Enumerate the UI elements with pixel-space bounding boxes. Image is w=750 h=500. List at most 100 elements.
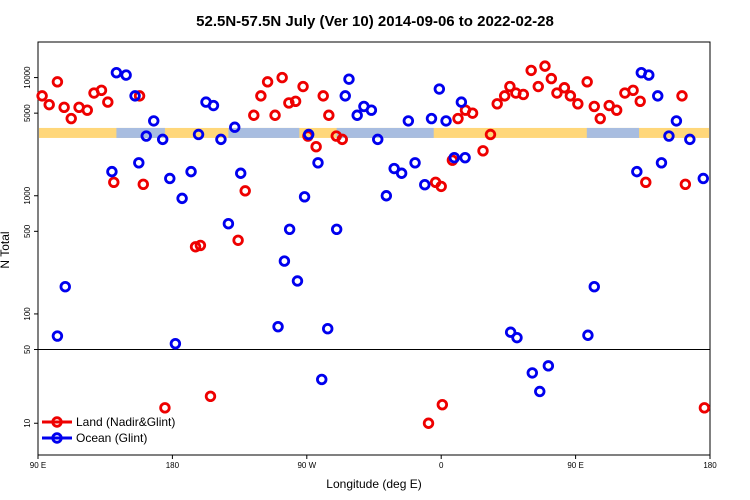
ocean-point-61 [663,130,675,142]
land-point-11 [133,90,146,102]
land-point-18 [239,185,251,197]
land-point-22 [269,109,281,121]
land-point-24 [283,97,295,109]
ocean-point-51 [526,367,538,379]
ocean-point-21 [272,320,284,333]
ocean-point-3 [110,66,123,79]
ocean-point-1 [59,280,71,293]
ocean-point-35 [365,104,378,116]
ocean-point-60 [655,157,668,169]
land-point-44 [498,90,511,102]
ocean-point-13 [185,165,197,178]
land-point-41 [477,145,489,157]
land-point-9 [102,96,114,108]
y-axis: 10 50 100 500 1000 5000 10000 [23,66,38,428]
x-axis-label: Longitude (deg E) [326,477,421,491]
ocean-point-44 [433,83,446,95]
ocean-point-24 [291,275,304,287]
legend: Land (Nadir&Glint) Ocean (Glint) [42,415,175,445]
land-point-32 [336,133,348,146]
land-point-52 [551,87,563,99]
land-point-10 [108,176,120,188]
ocean-point-45 [440,115,452,127]
ocean-point-40 [402,115,415,127]
y-tick-label-5: 5000 [23,104,32,122]
land-point-40 [466,107,479,119]
land-point-42 [484,128,497,141]
ocean-point-11 [169,337,182,350]
ocean-point-27 [312,157,324,169]
ocean-point-7 [140,130,152,142]
land-point-20 [255,90,267,102]
land-point-3 [58,101,70,114]
ocean-point-20 [235,167,247,179]
ocean-point-37 [380,190,393,202]
land-point-33 [422,417,435,429]
y-tick-label-3: 500 [23,224,32,238]
y-tick-label-2: 100 [23,307,32,321]
ocean-point-47 [455,96,468,108]
legend-ocean-label: Ocean (Glint) [76,431,147,445]
land-point-38 [452,112,464,125]
ocean-point-50 [511,331,523,344]
land-point-26 [297,80,309,93]
ocean-point-64 [697,172,709,185]
x-tick-label-3: 0 [439,461,444,470]
legend-land-marker [51,416,63,428]
land-point-16 [204,390,217,403]
ocean-point-8 [148,115,160,127]
ocean-point-33 [351,109,363,121]
land-point-36 [436,398,449,411]
land-point-4 [65,112,77,125]
land-point-35 [435,180,447,193]
ocean-point-36 [372,133,384,146]
y-tick-label-0: 10 [23,418,32,427]
points-layer [36,60,711,429]
land-point-60 [610,104,623,116]
land-point-6 [81,104,93,116]
ocean-point-26 [302,128,315,141]
land-point-17 [232,234,244,246]
land-point-62 [627,84,639,97]
land-point-50 [539,60,551,72]
land-point-25 [289,95,302,107]
legend-ocean-marker [51,432,63,444]
y-tick-label-6: 10000 [23,66,32,89]
land-point-45 [504,80,516,93]
ocean-point-10 [164,172,176,185]
land-point-13 [159,402,171,414]
band-layer [39,127,709,138]
ocean-point-23 [283,223,296,236]
x-axis: 90 E 180 90 W 0 90 E 180 [30,455,717,470]
land-point-57 [588,100,600,113]
ocean-point-59 [652,90,664,102]
x-tick-label-2: 90 W [297,461,316,470]
x-tick-label-0: 90 E [30,461,46,470]
ocean-point-22 [278,255,291,267]
land-point-1 [43,98,55,111]
ocean-point-14 [192,128,205,141]
ocean-point-32 [343,73,355,85]
ocean-point-41 [409,157,421,169]
band-ocean-1 [228,127,300,138]
land-point-21 [261,76,274,88]
land-point-29 [317,90,329,102]
land-point-12 [137,178,149,190]
ocean-point-4 [120,69,132,81]
ocean-point-39 [395,167,408,179]
ocean-point-18 [222,218,235,230]
ocean-point-55 [588,280,600,293]
land-point-58 [594,112,606,125]
ocean-point-49 [504,326,517,338]
land-point-55 [572,98,584,110]
ocean-point-19 [229,121,241,133]
land-point-64 [640,176,652,188]
ocean-point-62 [670,115,683,127]
ocean-point-54 [582,329,594,341]
land-point-8 [95,84,108,97]
land-point-19 [248,109,260,121]
ocean-point-31 [339,90,351,102]
land-point-66 [679,178,692,190]
ocean-point-53 [542,360,555,372]
